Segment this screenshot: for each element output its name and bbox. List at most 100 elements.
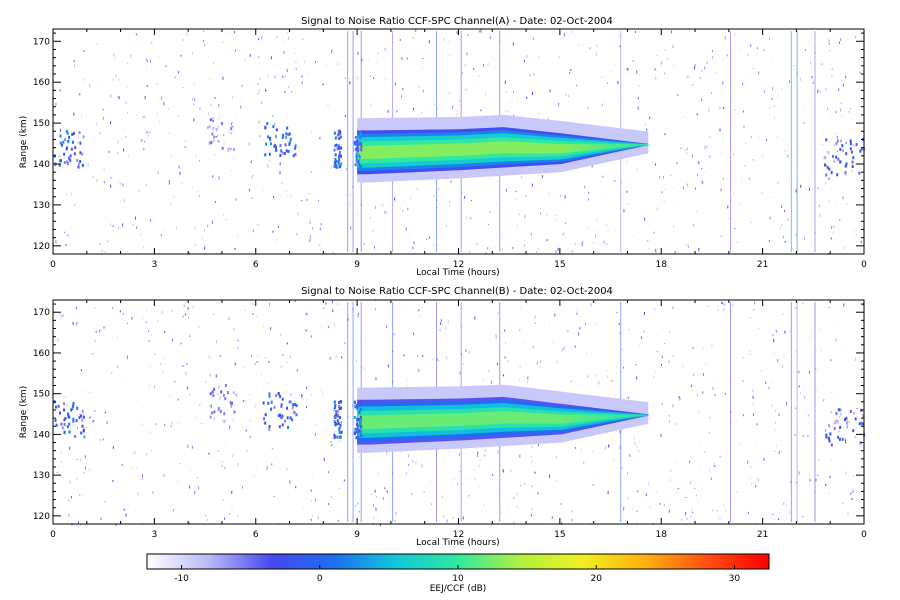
noise-cell: [134, 451, 136, 454]
noise-cell: [122, 313, 124, 315]
echo-cell: [645, 144, 649, 146]
noise-cell: [845, 471, 847, 475]
noise-cell: [118, 140, 120, 144]
patch-cell: [861, 414, 864, 418]
noise-cell: [270, 56, 272, 60]
noise-cell: [301, 200, 303, 202]
noise-cell: [497, 450, 499, 454]
noise-cell: [549, 474, 551, 478]
noise-cell: [229, 425, 231, 429]
noise-cell: [664, 49, 666, 51]
noise-cell: [349, 353, 351, 355]
noise-cell: [385, 451, 387, 455]
noise-cell: [412, 246, 414, 249]
patch-cell: [844, 171, 847, 175]
noise-cell: [159, 120, 161, 124]
echo-cell: [498, 141, 501, 154]
patch-cell: [338, 151, 341, 155]
patch-cell: [852, 143, 855, 147]
noise-cell: [772, 334, 774, 337]
noise-cell: [769, 216, 771, 220]
x-tick-label: 21: [757, 530, 768, 540]
y-tick-label: 120: [33, 512, 50, 522]
noise-cell: [184, 313, 186, 316]
noise-cell: [193, 248, 195, 251]
noise-cell: [275, 456, 277, 459]
noise-cell: [767, 408, 769, 410]
noise-cell: [387, 364, 389, 368]
noise-cell: [606, 243, 608, 246]
noise-cell: [287, 37, 289, 40]
patch-cell: [223, 142, 226, 146]
noise-cell: [587, 198, 589, 201]
noise-cell: [806, 410, 808, 412]
noise-cell: [641, 176, 643, 178]
noise-cell: [306, 386, 308, 389]
noise-cell: [416, 188, 418, 190]
patch-cell: [55, 423, 58, 427]
echo-cell: [399, 414, 403, 428]
noise-cell: [851, 169, 853, 173]
noise-cell: [150, 449, 152, 451]
noise-cell: [253, 405, 255, 408]
patch-cell: [336, 414, 339, 418]
echo-cell: [525, 142, 529, 154]
noise-cell: [94, 339, 96, 342]
patch-cell: [233, 410, 236, 414]
noise-cell: [825, 483, 827, 486]
noise-cell: [67, 234, 69, 238]
noise-cell: [110, 176, 112, 179]
noise-cell: [344, 342, 346, 345]
echo-cell: [457, 413, 461, 426]
patch-cell: [336, 165, 339, 169]
noise-cell: [513, 521, 515, 525]
noise-cell: [127, 154, 129, 157]
noise-cell: [800, 184, 802, 188]
noise-cell: [418, 86, 420, 88]
patch-cell: [231, 122, 234, 126]
echo-cell: [432, 413, 436, 427]
echo-cell: [622, 144, 625, 148]
echo-cell: [475, 142, 478, 155]
echo-cell: [362, 145, 366, 159]
patch-cell: [212, 139, 215, 143]
noise-cell: [452, 516, 454, 519]
noise-cell: [273, 495, 275, 497]
noise-cell: [192, 221, 194, 223]
noise-cell: [113, 54, 115, 56]
noise-cell: [784, 330, 786, 334]
noise-cell: [829, 49, 831, 52]
noise-cell: [209, 373, 211, 377]
echo-cell: [517, 412, 521, 424]
noise-cell: [798, 385, 800, 388]
noise-cell: [162, 370, 164, 373]
noise-cell: [146, 184, 148, 186]
patch-cell: [265, 142, 268, 146]
noise-cell: [213, 417, 215, 421]
noise-cell: [794, 407, 796, 409]
noise-cell: [130, 467, 132, 469]
patch-cell: [849, 147, 852, 151]
noise-cell: [449, 53, 451, 56]
patch-cell: [357, 418, 360, 422]
noise-cell: [527, 376, 529, 380]
noise-cell: [331, 49, 333, 53]
patch-cell: [858, 171, 861, 175]
noise-cell: [407, 207, 409, 210]
noise-cell: [798, 471, 800, 475]
noise-cell: [279, 162, 281, 166]
noise-cell: [229, 401, 231, 405]
echo-cell: [401, 414, 405, 428]
noise-cell: [495, 202, 497, 206]
noise-cell: [810, 62, 812, 64]
echo-cell: [620, 144, 624, 148]
noise-cell: [562, 233, 564, 236]
patch-cell: [354, 427, 357, 431]
echo-cell: [535, 142, 538, 154]
noise-cell: [667, 426, 669, 429]
noise-cell: [157, 119, 159, 122]
noise-cell: [771, 404, 773, 407]
noise-cell: [320, 324, 322, 328]
noise-cell: [803, 109, 805, 113]
noise-cell: [282, 478, 284, 480]
